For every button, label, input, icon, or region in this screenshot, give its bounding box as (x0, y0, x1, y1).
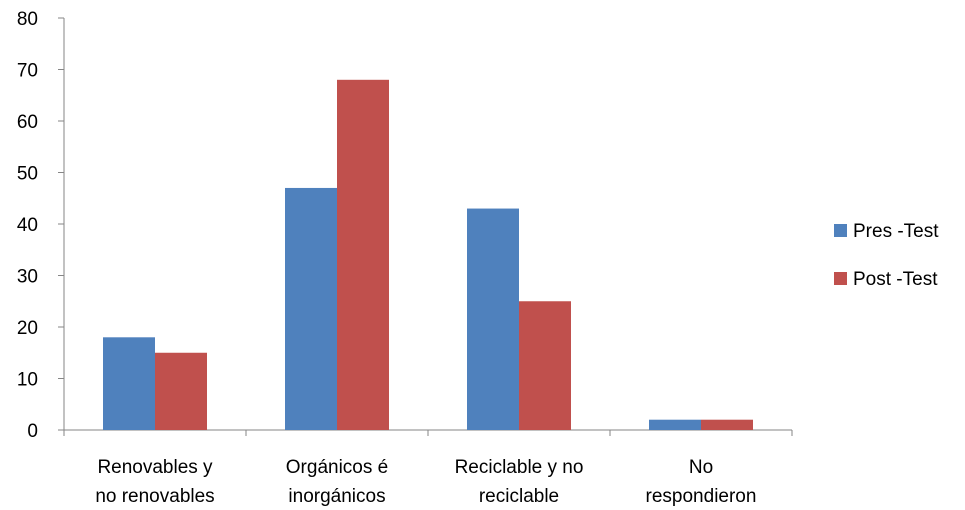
bar-pres-test-3 (649, 419, 701, 430)
y-tick-label: 30 (17, 267, 38, 288)
bar-post-test-3 (701, 419, 753, 430)
bar-post-test-0 (155, 352, 207, 430)
x-category-label-line: Orgánicos é (286, 457, 388, 478)
x-category-label-line: Reciclable y no (455, 457, 584, 478)
y-tick-label: 0 (27, 421, 38, 442)
legend-swatch (834, 272, 847, 285)
x-category-label: Reciclable y no reciclable (455, 457, 584, 507)
y-tick-label: 80 (17, 9, 38, 30)
bar-pres-test-1 (285, 187, 337, 430)
legend-swatch (834, 224, 847, 237)
x-category-label-line: respondieron (646, 486, 757, 507)
x-category-label-line: Renovables y (97, 457, 213, 478)
x-category-label-line: inorgánicos (288, 486, 385, 507)
x-category-label-line: no renovables (95, 486, 214, 507)
legend-label: Pres -Test (853, 221, 939, 242)
legend: Pres -Test Post -Test (834, 221, 939, 290)
y-tick-label: 60 (17, 112, 38, 133)
bars (103, 79, 753, 431)
y-tick-label: 20 (17, 318, 38, 339)
x-category-label-line: No (689, 457, 713, 478)
bar-post-test-1 (337, 79, 389, 431)
y-tick-label: 70 (17, 61, 38, 82)
y-tick-label: 40 (17, 215, 38, 236)
x-axis-labels: Renovables y no renovables Orgánicos é inor… (95, 457, 756, 507)
x-category-label: Orgánicos é inorgánicos (286, 457, 388, 507)
y-tick-label: 50 (17, 164, 38, 185)
bar-pres-test-0 (103, 337, 155, 430)
bar-pres-test-2 (467, 208, 519, 430)
legend-label: Post -Test (853, 269, 938, 290)
x-category-label: No respondieron (646, 457, 757, 507)
x-category-label: Renovables y no renovables (95, 457, 214, 507)
x-category-label-line: reciclable (479, 486, 559, 507)
y-axis-ticks: 0 10 20 30 40 50 60 70 80 (17, 9, 64, 442)
bar-post-test-2 (519, 301, 571, 430)
y-tick-label: 10 (17, 370, 38, 391)
